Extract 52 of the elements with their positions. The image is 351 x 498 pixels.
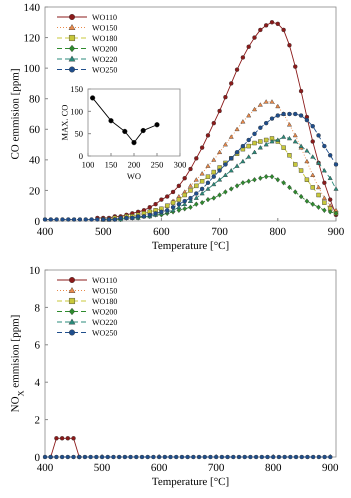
legend-label: WO220 xyxy=(92,55,118,64)
y-tick-label: 120 xyxy=(24,32,40,44)
x-tick-label: 250 xyxy=(150,160,164,170)
y-tick-label: 0 xyxy=(34,216,40,228)
x-tick-label: 700 xyxy=(208,462,225,474)
y-tick-label: 100 xyxy=(24,62,40,75)
y-axis-title: MAX. CO xyxy=(60,104,70,140)
x-tick-label: 300 xyxy=(174,160,186,170)
x-tick-label: 400 xyxy=(36,462,54,474)
legend-label: WO150 xyxy=(92,286,118,296)
x-axis-title: Temperature [°C] xyxy=(152,476,230,488)
y-tick-label: 2 xyxy=(34,414,40,426)
x-tick-label: 800 xyxy=(264,462,282,474)
x-tick-label: 800 xyxy=(270,226,287,238)
legend-label: WO150 xyxy=(92,24,118,32)
legend-label: WO180 xyxy=(92,297,118,306)
y-tick-label: 40 xyxy=(29,154,40,167)
legend-label: WO250 xyxy=(92,66,118,74)
y-tick-label: 80 xyxy=(29,94,40,106)
y-tick-label: 60 xyxy=(29,124,40,136)
legend-label: WO200 xyxy=(92,44,118,54)
x-tick-label: 900 xyxy=(322,462,340,474)
legend-label: WO250 xyxy=(92,328,118,338)
legend-label: WO110 xyxy=(92,13,118,22)
y-tick-label: 140 xyxy=(24,2,40,14)
y-tick-label: 150 xyxy=(70,84,83,94)
y-tick-label: 100 xyxy=(70,106,83,116)
x-tick-label: 900 xyxy=(328,226,345,238)
legend-label: WO110 xyxy=(92,276,118,285)
legend-label: WO200 xyxy=(92,308,118,316)
x-tick-label: 500 xyxy=(94,226,112,238)
x-tick-label: 500 xyxy=(94,462,111,474)
legend-label: WO180 xyxy=(92,34,118,43)
x-tick-label: 700 xyxy=(211,226,228,238)
x-tick-label: 100 xyxy=(82,160,94,170)
y-tick-label: 8 xyxy=(34,302,40,314)
x-tick-label: 600 xyxy=(150,462,168,474)
x-axis-title: Temperature [°C] xyxy=(152,240,230,252)
y-tick-label: 6 xyxy=(34,340,40,352)
x-tick-label: 200 xyxy=(128,160,140,170)
y-tick-label: 0 xyxy=(34,452,40,464)
y-axis-title: CO emmision [ppm] xyxy=(10,68,22,160)
x-axis-title: WO xyxy=(126,171,142,181)
x-tick-label: 400 xyxy=(36,226,54,238)
y-tick-label: 50 xyxy=(74,128,83,139)
x-tick-label: 150 xyxy=(104,160,118,170)
legend-label: WO220 xyxy=(92,318,118,327)
y-tick-label: 10 xyxy=(29,264,40,277)
y-tick-label: 20 xyxy=(29,185,40,198)
y-tick-label: 4 xyxy=(34,377,40,390)
x-tick-label: 600 xyxy=(153,226,170,238)
y-tick-label: 0 xyxy=(78,150,83,161)
